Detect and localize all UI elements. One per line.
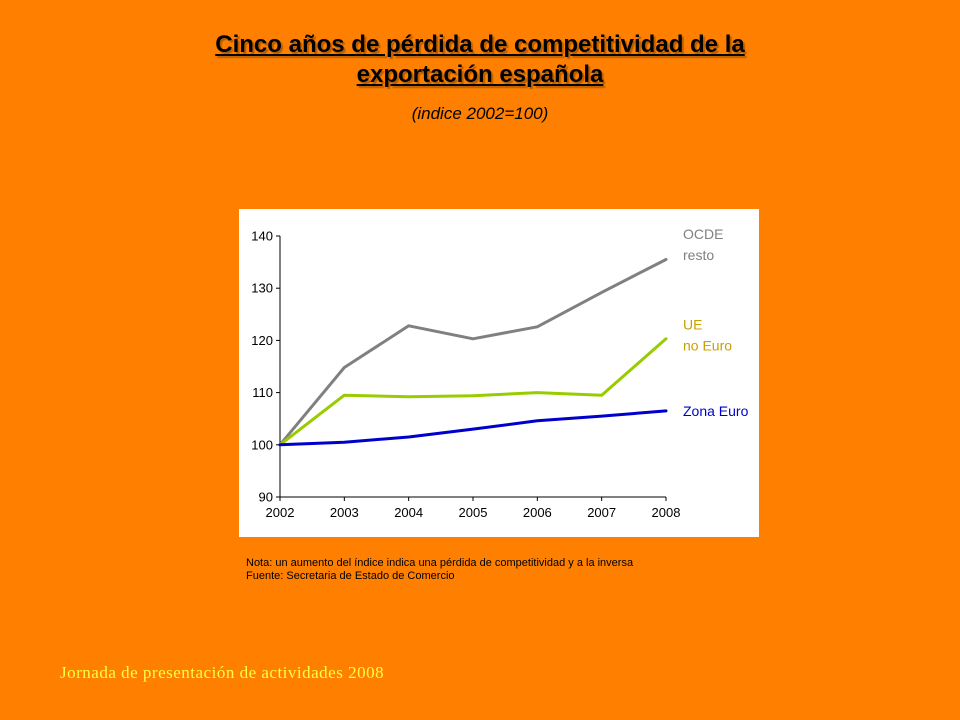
chart-subtitle: (indice 2002=100)	[411, 104, 549, 123]
x-tick-label: 2006	[523, 505, 552, 520]
series-label-1: OCDE	[683, 226, 723, 242]
x-tick-label: 2004	[394, 505, 423, 520]
chart-title: Cinco años de pérdida de competitividad …	[0, 30, 960, 90]
chart-panel: 90 100 110 120 130 140 2002 2003 2004 2005 2006 200…	[239, 209, 759, 537]
chart-notes: Nota: un aumento del índice indica una p…	[246, 557, 633, 583]
x-tick-label: 2005	[459, 505, 488, 520]
y-tick-label: 120	[251, 333, 273, 348]
chart-title-line-1: Cinco años de pérdida de competitividad …	[215, 31, 745, 58]
x-tick-label: 2002	[266, 505, 295, 520]
x-tick-label: 2008	[652, 505, 681, 520]
note-text: Nota: un aumento del índice indica una p…	[246, 557, 634, 569]
series-label-1: resto	[683, 247, 714, 263]
y-tick-label: 90	[259, 490, 273, 505]
series-label-2: UE	[683, 316, 702, 332]
x-tick-label: 2007	[587, 505, 616, 520]
footer-caption: Jornada de presentación de actividades 2…	[60, 663, 385, 682]
series-label-2: no Euro	[683, 337, 732, 353]
y-tick-label: 130	[251, 281, 273, 296]
y-tick-label: 140	[251, 229, 273, 244]
line-chart: 90 100 110 120 130 140 2002 2003 2004 2005 2006 200…	[251, 226, 749, 520]
series-line-2	[278, 337, 668, 447]
series-line-3	[278, 409, 668, 447]
y-tick-label: 110	[252, 385, 273, 400]
series-label-3: Zona Euro	[683, 403, 749, 419]
chart-title-line-2: exportación española	[356, 61, 604, 88]
y-tick-label: 100	[251, 437, 273, 452]
x-tick-label: 2003	[330, 505, 359, 520]
series-line-1	[278, 258, 668, 447]
source-text: Fuente: Secretaria de Estado de Comercio	[246, 570, 455, 582]
